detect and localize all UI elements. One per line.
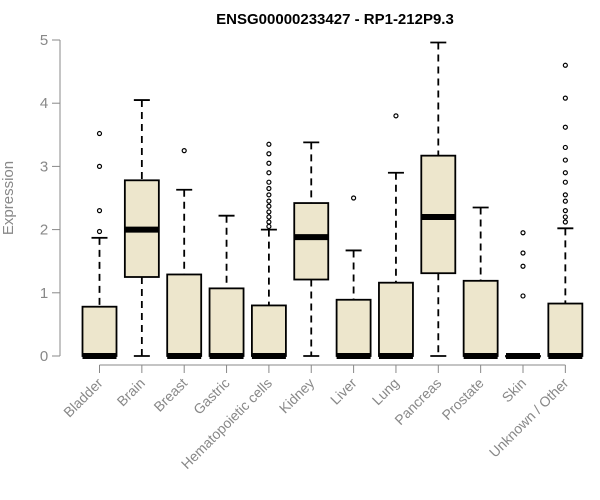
box-8: [420, 41, 457, 357]
outlier-point: [351, 195, 357, 201]
outlier-point: [520, 250, 526, 256]
box-body: [335, 298, 372, 357]
box-6: [335, 195, 372, 359]
outlier-point: [562, 170, 568, 176]
x-tick-label: Skin: [499, 375, 530, 406]
y-tick-label: 1: [40, 285, 48, 302]
outlier-point: [266, 141, 272, 147]
box-4: [250, 141, 287, 359]
outlier-point: [562, 157, 568, 163]
y-axis-label: Expression: [0, 161, 17, 235]
outlier-point: [393, 113, 399, 119]
box-11: [547, 62, 584, 359]
boxes-layer: [81, 41, 584, 359]
y-tick-label: 2: [40, 222, 48, 239]
box-body: [166, 273, 203, 357]
x-tick-label: Prostate: [439, 375, 487, 423]
outlier-point: [562, 179, 568, 185]
outlier-point: [562, 144, 568, 151]
x-tick-label: Kidney: [276, 375, 318, 417]
outlier-point: [562, 198, 568, 204]
outlier-point: [520, 263, 526, 269]
outlier-point: [266, 219, 272, 225]
outlier-point: [266, 185, 272, 192]
box-body: [547, 302, 584, 357]
outlier-point: [266, 192, 272, 198]
outlier-point: [266, 198, 272, 204]
outlier-point: [266, 214, 272, 220]
outlier-point: [181, 148, 187, 154]
box-body: [250, 304, 287, 357]
box-body: [378, 281, 414, 357]
outlier-point: [96, 163, 103, 169]
outlier-point: [96, 228, 103, 235]
box-2: [166, 148, 203, 359]
outlier-point: [562, 124, 568, 130]
outlier-point: [562, 208, 568, 214]
box-9: [462, 206, 499, 359]
x-tick-label: Unknown / Other: [486, 375, 572, 461]
outlier-point: [520, 293, 526, 299]
x-tick-label: Pancreas: [391, 375, 444, 428]
outlier-point: [562, 214, 568, 220]
box-0: [81, 130, 118, 359]
outlier-point: [520, 230, 526, 236]
outlier-point: [562, 219, 568, 225]
outlier-point: [266, 203, 272, 209]
box-1: [123, 99, 160, 357]
box-body: [208, 287, 245, 357]
outlier-point: [96, 130, 103, 137]
outlier-point: [266, 223, 272, 230]
outlier-point: [266, 160, 272, 166]
outlier-point: [266, 151, 272, 157]
box-body: [293, 202, 330, 281]
box-5: [293, 141, 330, 357]
x-tick-label: Bladder: [60, 375, 106, 421]
y-axis-ticks: 0 1 2 3 4 5: [40, 32, 60, 365]
outlier-point: [266, 179, 272, 185]
y-tick-label: 3: [40, 158, 48, 175]
x-tick-label: Lung: [369, 375, 402, 408]
x-tick-label: Brain: [114, 375, 148, 409]
x-tick-label: Breast: [150, 375, 190, 415]
box-10: [505, 230, 541, 359]
outlier-point: [562, 192, 568, 198]
outlier-point: [562, 95, 568, 101]
x-tick-label: Liver: [327, 375, 360, 408]
outlier-point: [96, 208, 103, 214]
y-tick-label: 5: [40, 32, 48, 49]
box-7: [378, 113, 414, 359]
outlier-point: [562, 62, 568, 68]
outlier-point: [266, 209, 272, 215]
chart-title: ENSG00000233427 - RP1-212P9.3: [216, 11, 454, 28]
outlier-point: [266, 170, 272, 176]
box-body: [462, 279, 499, 357]
y-tick-label: 4: [40, 95, 48, 112]
box-body: [81, 305, 118, 357]
y-tick-label: 0: [40, 348, 48, 365]
box-3: [208, 214, 245, 359]
